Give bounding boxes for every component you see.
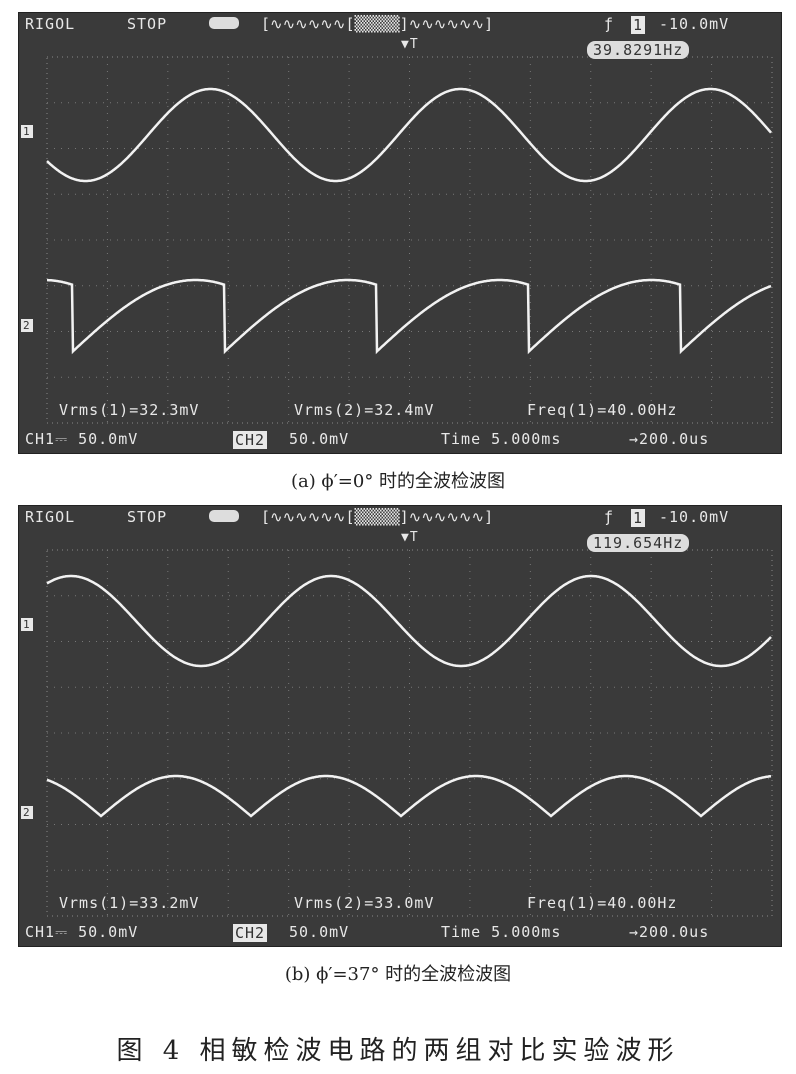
trigger-position-icon: ▼T	[401, 530, 419, 545]
timebase[interactable]: Time 5.000ms	[441, 430, 562, 448]
trigger-position-icon: ▼T	[401, 37, 419, 52]
ch2-scale[interactable]: 50.0mV	[289, 923, 350, 941]
ch2-marker[interactable]: 2	[21, 806, 33, 819]
memory-depth-icon: [∿∿∿∿∿∿[▒▒▒▒▒]∿∿∿∿∿∿]	[261, 15, 494, 33]
ch2-label[interactable]: CH2	[233, 924, 268, 942]
measure-vrms2: Vrms(2)=33.0mV	[294, 894, 435, 912]
brand-label: RIGOL	[25, 15, 76, 33]
ch1-waveform	[46, 87, 772, 183]
measure-freq1: Freq(1)=40.00Hz	[527, 894, 678, 912]
frequency-counter: 39.8291Hz	[587, 41, 690, 59]
subfigure-caption: (a) ϕ′=0° 时的全波检波图	[290, 471, 506, 492]
ch2-scale[interactable]: 50.0mV	[289, 430, 350, 448]
timebase[interactable]: Time 5.000ms	[441, 923, 562, 941]
ch1-waveform	[46, 574, 772, 668]
memory-depth-icon: [∿∿∿∿∿∿[▒▒▒▒▒]∿∿∿∿∿∿]	[261, 508, 494, 526]
battery-icon	[209, 510, 239, 522]
ch1-scale[interactable]: CH1⎓ 50.0mV	[25, 430, 139, 448]
frequency-counter: 119.654Hz	[587, 534, 690, 552]
trigger-channel: 1	[631, 509, 646, 527]
oscilloscope-screen: RIGOL STOP [∿∿∿∿∿∿[▒▒▒▒▒]∿∿∿∿∿∿] ƒ 1 -10…	[18, 505, 782, 947]
run-status: STOP	[127, 15, 168, 33]
waveform-display	[46, 56, 773, 424]
trigger-edge-icon: ƒ	[604, 508, 615, 526]
brand-label: RIGOL	[25, 508, 76, 526]
oscilloscope-screen: RIGOL STOP [∿∿∿∿∿∿[▒▒▒▒▒]∿∿∿∿∿∿] ƒ 1 -10…	[18, 12, 782, 454]
measure-vrms1: Vrms(1)=32.3mV	[59, 401, 200, 419]
trigger-level: -10.0mV	[659, 15, 730, 33]
trigger-edge-icon: ƒ	[604, 15, 615, 33]
measure-vrms2: Vrms(2)=32.4mV	[294, 401, 435, 419]
trigger-level: -10.0mV	[659, 508, 730, 526]
ch1-scale[interactable]: CH1⎓ 50.0mV	[25, 923, 139, 941]
ch2-waveform	[46, 774, 772, 818]
run-status: STOP	[127, 508, 168, 526]
ch2-marker[interactable]: 2	[21, 319, 33, 332]
trigger-channel: 1	[631, 16, 646, 34]
measure-freq1: Freq(1)=40.00Hz	[527, 401, 678, 419]
trigger-offset[interactable]: →200.0us	[629, 923, 710, 941]
waveform-display	[46, 549, 773, 917]
subfigure-caption: (b) ϕ′=37° 时的全波检波图	[284, 964, 512, 985]
measure-vrms1: Vrms(1)=33.2mV	[59, 894, 200, 912]
battery-icon	[209, 17, 239, 29]
ch1-marker[interactable]: 1	[21, 125, 33, 138]
ch2-label[interactable]: CH2	[233, 431, 268, 449]
trigger-offset[interactable]: →200.0us	[629, 430, 710, 448]
ch1-marker[interactable]: 1	[21, 618, 33, 631]
figure-caption: 图 4 相敏检波电路的两组对比实验波形	[116, 1036, 680, 1066]
ch2-waveform	[47, 278, 772, 355]
